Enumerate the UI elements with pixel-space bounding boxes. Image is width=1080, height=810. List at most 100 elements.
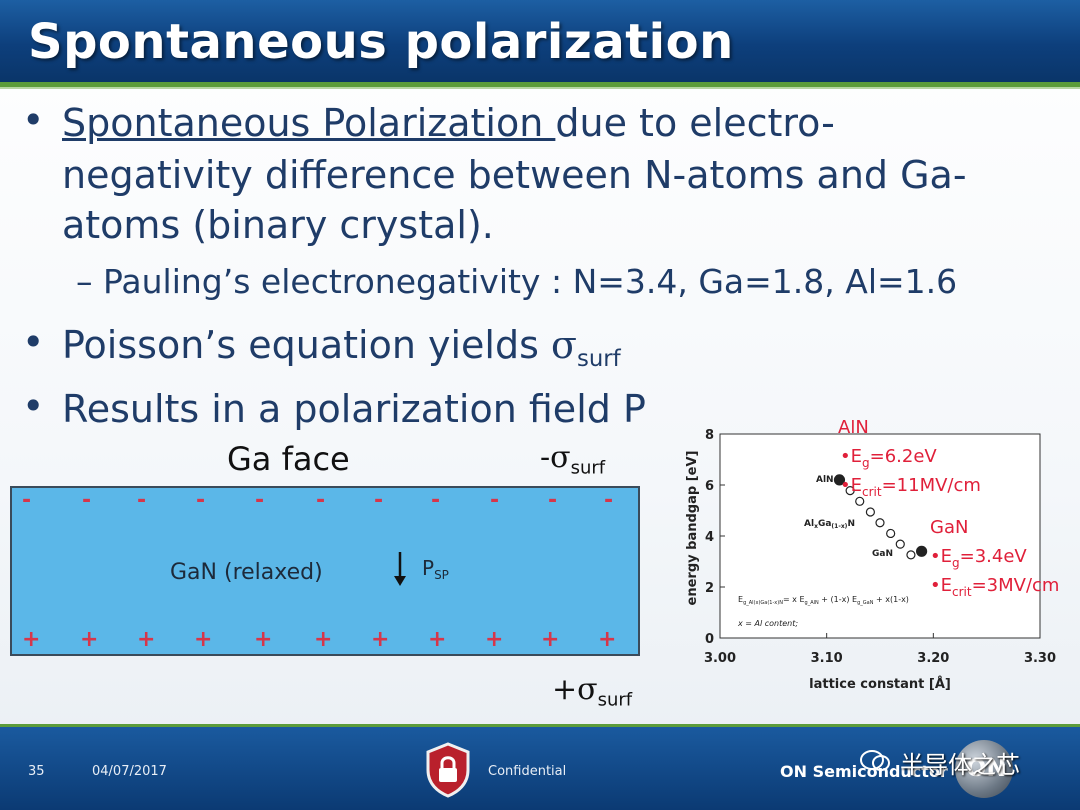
alloy-data-point (875, 518, 885, 528)
formula-sub2: g_AlN (805, 600, 819, 606)
gan-eg-sub: g (952, 556, 960, 570)
bullet-dot-1: • (22, 98, 45, 142)
aln-annotation: AlN •Eg=6.2eV •E crit=11MV/cm (838, 420, 981, 499)
negative-charge: - (490, 488, 500, 513)
negative-charge: - (316, 488, 326, 513)
on-logo: ON (955, 740, 1013, 798)
formula-mid2: + (1-x) E (819, 595, 857, 604)
negative-charge: - (374, 488, 384, 513)
formula-end: + x(1-x) (873, 595, 908, 604)
bullet-1-line-1: Spontaneous Polarization due to electro- (62, 98, 835, 148)
x-tick-label: 3.00 (704, 651, 736, 666)
y-tick-label: 0 (705, 632, 714, 647)
positive-charge: + (428, 627, 447, 652)
aln-annotation-title: AlN (838, 420, 869, 438)
formula-sub1: g_Al(x)Ga(1-x)N (743, 600, 783, 606)
gan-ec-sub: crit (952, 585, 972, 599)
bullet-dot-2: • (22, 320, 45, 364)
negative-charge: - (82, 488, 92, 513)
positive-charge: + (194, 627, 213, 652)
aln-point-label: AlN (816, 475, 834, 485)
negative-charge: - (431, 488, 441, 513)
top-charge-symbol: -σ (540, 440, 571, 475)
gan-annotation: GaN •Eg=3.4eV •Ecrit=3MV/cm (930, 517, 1059, 599)
sigma-symbol: σ (550, 323, 577, 367)
slide-title: Spontaneous polarization (28, 14, 734, 70)
bottom-charge-subscript: surf (597, 689, 633, 711)
top-surface-charge: -σsurf (540, 440, 605, 478)
aln-bandgap: •Eg=6.2eV (840, 446, 937, 470)
gan-critical-field: •Ecrit=3MV/cm (930, 575, 1059, 599)
vegard-formula: Eg_Al(x)Ga(1-x)N= x Eg_AlN + (1-x) Eg_Ga… (738, 595, 909, 606)
alloy-n: N (847, 519, 855, 529)
formula-e1: E (738, 595, 743, 604)
plot-area (719, 433, 1041, 639)
alloy-data-point (833, 474, 846, 486)
on-logo-text: ON (966, 754, 1007, 782)
bullet-1-rest: due to electro- (555, 101, 835, 145)
formula-mid: = x E (783, 595, 805, 604)
x-axis-ticks: 3.00 3.10 3.20 3.30 (704, 633, 1056, 666)
alloy-data-point (886, 528, 896, 539)
gan-layer (10, 486, 640, 656)
al-content-note: x = Al content; (737, 619, 798, 628)
gan-ec-e: •E (930, 575, 952, 596)
negative-charge: - (196, 488, 206, 513)
y-axis-label: energy bandgap [eV] (685, 451, 700, 606)
bullet-2-text: Poisson’s equation yields (62, 323, 551, 367)
aln-ec-sub: crit (862, 485, 882, 499)
alloy-ga: Ga (818, 519, 831, 529)
title-divider (0, 82, 1080, 87)
alloy-data-point (855, 496, 865, 506)
alloy-data-point (865, 507, 875, 517)
alloy-al: Al (804, 519, 814, 529)
bullet-1-line-3: atoms (binary crystal). (62, 203, 494, 247)
x-tick-label: 3.30 (1024, 651, 1056, 666)
shield-lock-icon (426, 742, 470, 798)
bottom-surface-charge: +σsurf (552, 672, 632, 710)
aln-eg-e: •E (840, 446, 862, 467)
gan-layer-label: GaN (relaxed) (170, 560, 323, 585)
title-divider-light (0, 87, 1080, 89)
bullet-1-underlined-term: Spontaneous Polarization (62, 101, 556, 145)
positive-charge: + (541, 627, 560, 652)
down-arrow-icon (394, 552, 406, 586)
chat-bubble-icon (860, 750, 890, 771)
confidential-label: Confidential (488, 764, 567, 779)
alloy-data-point (916, 545, 928, 557)
polarization-label: PSP (394, 552, 449, 586)
sub-bullet-electronegativity: – Pauling’s electronegativity : N=3.4, G… (76, 262, 958, 301)
page-number: 35 (28, 764, 45, 779)
y-tick-label: 2 (705, 581, 714, 596)
company-name: ON Semiconductor (780, 762, 948, 781)
alloy-data-point (895, 539, 905, 549)
bullet-2: Poisson’s equation yields σsurf (62, 320, 621, 384)
footer-divider (0, 724, 1080, 728)
top-charge-subscript: surf (570, 457, 606, 479)
footer-bar (0, 727, 1080, 810)
bullet-1-line-2: negativity difference between N-atoms an… (62, 153, 967, 197)
formula-sub3: g_GaN (857, 600, 874, 606)
alloy-x: x (814, 523, 818, 530)
positive-charge: + (371, 627, 390, 652)
gan-annotation-title: GaN (930, 517, 968, 538)
gan-ec-val: =3MV/cm (972, 575, 1060, 596)
aln-ec-val: =11MV/cm (882, 475, 981, 496)
footer-date: 04/07/2017 (92, 764, 167, 779)
bullet-3: Results in a polarization field P (62, 387, 646, 431)
positive-charge: + (598, 627, 617, 652)
negative-charge: - (548, 488, 558, 513)
bullet-dot-3: • (22, 384, 45, 428)
positive-charge: + (254, 627, 273, 652)
alloy-label: AlxGa(1-x)N (804, 519, 855, 530)
aln-eg-val: =6.2eV (870, 446, 938, 467)
watermark-text: 半导体之芯 (900, 751, 1020, 779)
bandgap-vs-lattice-chart: 0 2 4 6 8 3.00 3.10 3.20 3.30 energy bandgap [e… (685, 420, 1059, 692)
positive-charge: + (314, 627, 333, 652)
negative-charge: - (22, 488, 32, 513)
sigma-subscript: surf (576, 345, 621, 372)
negative-charge: - (137, 488, 147, 513)
alloy-data-point (906, 550, 916, 560)
title-bar: Spontaneous polarization (0, 0, 1080, 82)
